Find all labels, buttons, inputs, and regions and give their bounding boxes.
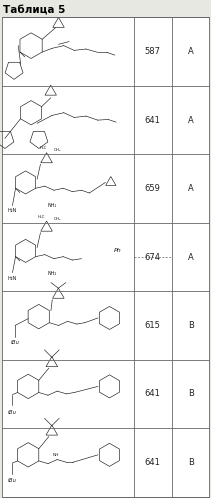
Text: 587: 587 — [145, 47, 161, 56]
Text: NH₂: NH₂ — [47, 203, 57, 208]
Text: H₂N: H₂N — [8, 275, 17, 280]
Text: 674: 674 — [145, 252, 161, 261]
Text: A: A — [188, 116, 193, 124]
Text: 659: 659 — [145, 184, 161, 193]
Text: H₃C: H₃C — [38, 215, 45, 219]
Text: tBu: tBu — [8, 478, 17, 483]
Text: tBu: tBu — [8, 410, 17, 415]
Text: H₂N: H₂N — [8, 209, 17, 214]
Text: H₃C: H₃C — [40, 146, 47, 150]
Text: CH₃: CH₃ — [54, 148, 61, 152]
Text: B: B — [188, 321, 193, 330]
Text: Ph: Ph — [114, 249, 121, 253]
Text: Таблица 5: Таблица 5 — [3, 5, 65, 15]
Text: B: B — [188, 458, 193, 467]
Text: A: A — [188, 252, 193, 261]
Text: 641: 641 — [145, 116, 161, 124]
Text: CH₃: CH₃ — [53, 217, 61, 221]
Text: 641: 641 — [145, 389, 161, 398]
Text: B: B — [188, 389, 193, 398]
Text: A: A — [188, 184, 193, 193]
Text: A: A — [188, 47, 193, 56]
Text: 641: 641 — [145, 458, 161, 467]
Text: tBu: tBu — [11, 340, 20, 345]
Text: NH: NH — [53, 453, 59, 457]
Text: 615: 615 — [145, 321, 161, 330]
Text: NH₂: NH₂ — [47, 271, 57, 276]
